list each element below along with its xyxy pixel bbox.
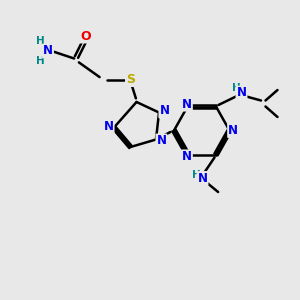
Text: N: N [228, 124, 238, 137]
Text: H: H [36, 35, 45, 46]
Text: H: H [232, 82, 241, 93]
Text: N: N [182, 150, 192, 164]
Text: N: N [236, 86, 247, 100]
Text: N: N [103, 119, 114, 133]
Text: N: N [43, 44, 53, 58]
Text: N: N [159, 104, 170, 118]
Text: N: N [197, 172, 208, 185]
Text: H: H [36, 56, 45, 67]
Text: H: H [192, 170, 201, 180]
Text: N: N [156, 134, 167, 148]
Text: O: O [80, 29, 91, 43]
Text: N: N [182, 98, 192, 111]
Text: S: S [126, 73, 135, 86]
